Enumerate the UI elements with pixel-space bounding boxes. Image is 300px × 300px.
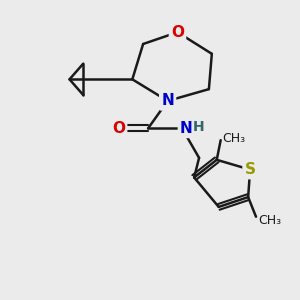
Text: S: S	[244, 162, 256, 177]
Text: H: H	[192, 120, 204, 134]
Text: CH₃: CH₃	[223, 132, 246, 145]
Text: O: O	[171, 25, 184, 40]
Text: CH₃: CH₃	[258, 214, 281, 227]
Text: O: O	[112, 121, 125, 136]
Text: N: N	[161, 93, 174, 108]
Text: N: N	[180, 121, 193, 136]
